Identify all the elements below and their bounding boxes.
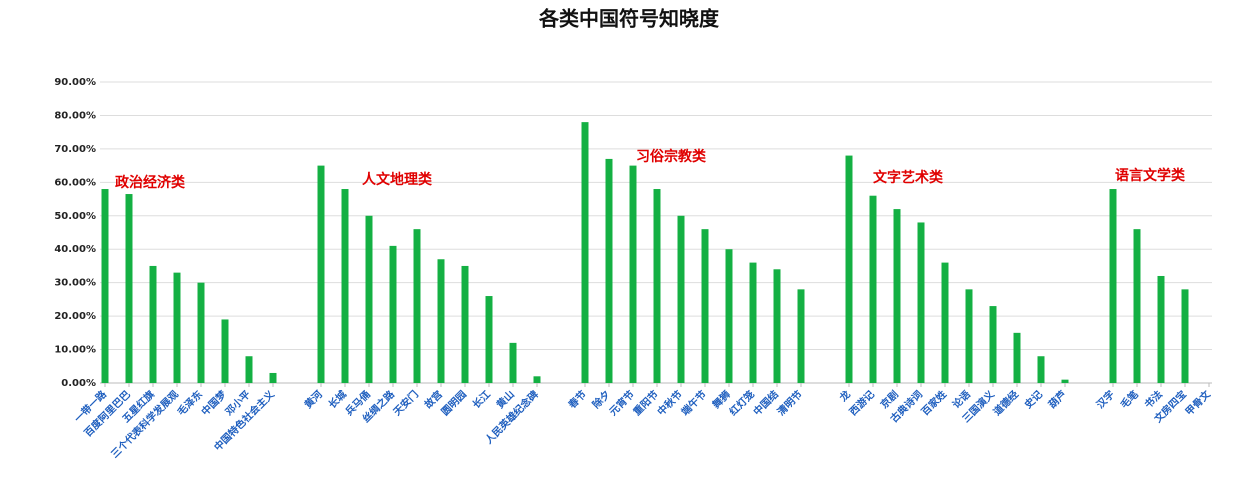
- group-annotation: 文字艺术类: [873, 169, 944, 186]
- bar: [413, 229, 421, 383]
- y-tick-label: 40.00%: [54, 244, 96, 255]
- x-tick-label: 西游记: [846, 388, 876, 418]
- x-tick-label: 毛泽东: [174, 388, 204, 418]
- bar: [461, 265, 469, 383]
- bar: [125, 194, 133, 383]
- bar: [269, 372, 277, 383]
- x-tick-label: 中秋节: [654, 388, 684, 418]
- bar: [725, 249, 733, 383]
- bar: [869, 195, 877, 383]
- y-tick-label: 80.00%: [54, 110, 96, 121]
- x-tick-label: 重阳节: [630, 388, 660, 418]
- x-tick-label: 长江: [470, 388, 493, 411]
- bar: [389, 245, 397, 383]
- bar: [101, 189, 109, 383]
- x-tick-label: 葫芦: [1046, 388, 1069, 411]
- x-tick-label: 红灯笼: [726, 388, 756, 418]
- x-tick-label: 道德经: [990, 388, 1020, 418]
- bar: [1109, 189, 1117, 383]
- y-tick-label: 60.00%: [54, 177, 96, 188]
- bar: [893, 209, 901, 383]
- y-tick-label: 10.00%: [54, 345, 96, 356]
- bar: [341, 189, 349, 383]
- y-tick-label: 70.00%: [54, 144, 96, 155]
- bar: [221, 319, 229, 383]
- x-tick-label: 黄河: [302, 388, 325, 411]
- bar: [365, 215, 373, 383]
- x-tick-label: 龙: [836, 388, 853, 405]
- bar: [1157, 275, 1165, 383]
- x-tick-label: 春节: [566, 388, 589, 411]
- bar: [605, 158, 613, 383]
- bar: [941, 262, 949, 383]
- bar: [245, 356, 253, 383]
- bar: [917, 222, 925, 383]
- y-tick-label: 90.00%: [54, 77, 96, 88]
- x-tick-label: 中国结: [750, 388, 780, 418]
- bar: [629, 165, 637, 383]
- x-tick-label: 甲骨文: [1182, 387, 1213, 418]
- x-tick-label: 圆明园: [439, 388, 469, 418]
- bar: [773, 269, 781, 383]
- bar: [653, 189, 661, 383]
- x-tick-label: 端午节: [678, 388, 708, 418]
- x-tick-label: 清明节: [774, 388, 804, 418]
- bar: [1181, 289, 1189, 383]
- bar: [989, 306, 997, 383]
- x-tick-label: 天安门: [390, 388, 420, 418]
- bar: [197, 282, 205, 383]
- bar: [1037, 356, 1045, 383]
- group-annotation: 人文地理类: [362, 171, 433, 188]
- bar: [965, 289, 973, 383]
- bar: [1061, 379, 1069, 383]
- x-tick-label: 汉字: [1094, 388, 1117, 411]
- bar: [845, 155, 853, 383]
- chart-title: 各类中国符号知晓度: [538, 7, 720, 31]
- bar: [509, 342, 517, 383]
- x-tick-label: 毛笔: [1118, 388, 1141, 411]
- x-tick-label: 史记: [1022, 388, 1045, 411]
- bar: [533, 376, 541, 383]
- bar: [581, 122, 589, 383]
- bar: [701, 229, 709, 383]
- y-tick-label: 20.00%: [54, 311, 96, 322]
- bar: [173, 272, 181, 383]
- group-annotation: 语言文学类: [1115, 167, 1186, 184]
- bar: [317, 165, 325, 383]
- x-tick-label: 百家姓: [918, 388, 948, 418]
- bar: [437, 259, 445, 383]
- bar: [1133, 229, 1141, 383]
- bar: [797, 289, 805, 383]
- group-annotation: 习俗宗教类: [636, 148, 707, 165]
- y-tick-label: 50.00%: [54, 211, 96, 222]
- bar: [485, 296, 493, 383]
- bar: [749, 262, 757, 383]
- group-annotation: 政治经济类: [115, 174, 186, 191]
- bar: [1013, 332, 1021, 383]
- bar: [677, 215, 685, 383]
- y-tick-label: 30.00%: [54, 278, 96, 289]
- y-tick-label: 0.00%: [61, 378, 96, 389]
- bar: [149, 265, 157, 383]
- x-tick-label: 元宵节: [606, 388, 636, 418]
- x-tick-label: 中国梦: [198, 387, 229, 418]
